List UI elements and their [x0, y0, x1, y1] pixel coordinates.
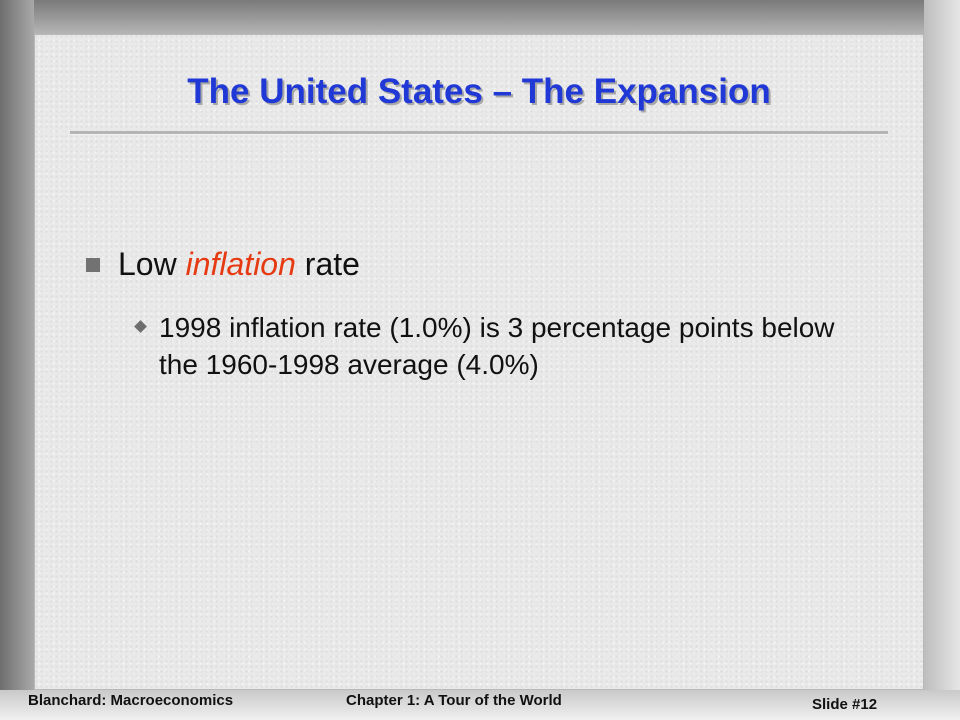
frame-left-bevel — [0, 0, 34, 720]
bullet-emphasis-inflation: inflation — [185, 246, 296, 282]
slide-title: The United States – The Expansion — [187, 72, 771, 111]
title-underline-rule — [70, 131, 888, 135]
bullet-low-inflation: Low inflation rate — [118, 246, 360, 283]
footer-slide-number: Slide #12 — [812, 696, 878, 713]
slide-canvas: The United States – The Expansion Low in… — [34, 34, 924, 690]
frame-top-bevel — [0, 0, 960, 34]
subbullet-inflation-detail: 1998 inflation rate (1.0%) is 3 percenta… — [159, 312, 835, 380]
frame-bottom-bevel — [0, 690, 960, 720]
bullet-prefix: Low — [118, 246, 186, 282]
square-bullet-icon — [86, 258, 100, 272]
diamond-bullet-icon — [134, 320, 147, 333]
frame-right-bevel — [924, 0, 960, 720]
footer-author: Blanchard: Macroeconomics — [28, 692, 234, 709]
footer-chapter: Chapter 1: A Tour of the World — [346, 692, 562, 709]
bullet-suffix: rate — [295, 246, 360, 282]
